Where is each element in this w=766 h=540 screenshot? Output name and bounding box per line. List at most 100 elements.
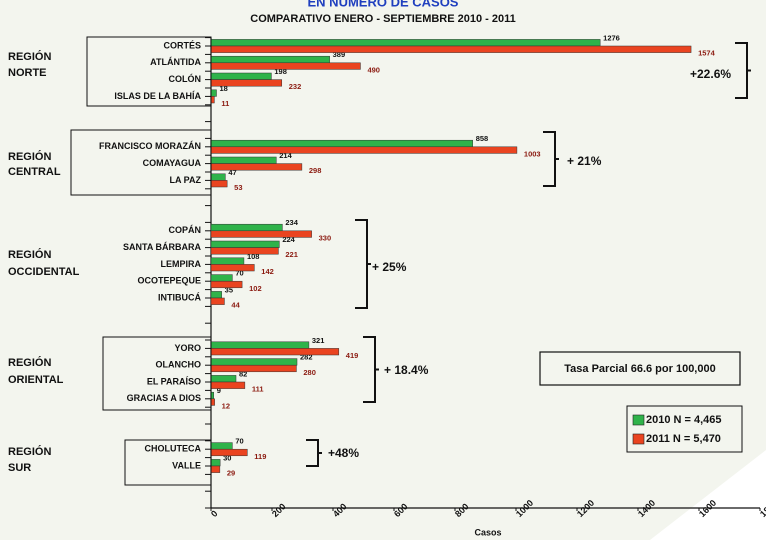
legend-swatch xyxy=(632,433,645,445)
bar xyxy=(210,364,297,373)
bar xyxy=(210,274,233,282)
value-label: 298 xyxy=(309,166,322,175)
value-label: 1574 xyxy=(698,49,716,58)
y-tick-label: ISLAS DE LA BAHÍA xyxy=(114,91,201,101)
change-label: + 18.4% xyxy=(384,363,429,377)
value-label: 53 xyxy=(234,183,242,192)
value-label: 858 xyxy=(476,134,489,143)
bar xyxy=(210,223,283,232)
region-box xyxy=(124,439,212,486)
bar xyxy=(210,375,237,383)
value-label: 82 xyxy=(239,369,247,378)
value-label: 142 xyxy=(261,267,274,276)
bar xyxy=(210,465,221,473)
legend-label: 2010 N = 4,465 xyxy=(646,414,722,426)
value-label: 119 xyxy=(254,452,266,461)
value-label: 47 xyxy=(228,168,236,177)
note: Tasa Parcial 66.6 por 100,000 xyxy=(564,363,715,375)
value-label: 224 xyxy=(282,235,295,244)
bar xyxy=(210,448,248,457)
region-label: REGIÓN xyxy=(8,248,51,261)
value-label: 1003 xyxy=(524,149,541,158)
region-label: REGIÓN xyxy=(8,356,51,369)
value-label: 280 xyxy=(303,368,316,377)
value-label: 35 xyxy=(225,285,233,294)
region-label: REGIÓN xyxy=(8,50,51,63)
value-label: 221 xyxy=(285,250,298,259)
value-label: 419 xyxy=(346,351,359,360)
x-tick-label: 1800 xyxy=(758,498,766,519)
legend-label: 2011 N = 5,470 xyxy=(646,433,721,445)
bar xyxy=(210,348,340,356)
change-label: + 25% xyxy=(372,260,407,274)
y-tick-label: CHOLUTECA xyxy=(145,444,202,454)
bar xyxy=(210,146,518,154)
bracket xyxy=(543,131,559,187)
bar xyxy=(210,163,303,171)
region-label: CENTRAL xyxy=(8,166,61,178)
value-label: 198 xyxy=(274,67,287,76)
value-label: 30 xyxy=(223,453,231,462)
region-box xyxy=(102,336,212,411)
y-tick-label: OCOTEPEQUE xyxy=(137,276,201,286)
value-label: 108 xyxy=(247,252,260,261)
change-label: +22.6% xyxy=(690,67,731,81)
value-label: 214 xyxy=(279,151,292,160)
bar xyxy=(210,39,601,47)
bar xyxy=(210,459,221,467)
region-label: NORTE xyxy=(8,67,47,79)
y-tick-label: ATLÁNTIDA xyxy=(150,57,201,67)
value-label: 29 xyxy=(227,469,235,478)
bar xyxy=(210,247,279,255)
bar xyxy=(210,280,243,289)
bar xyxy=(210,398,215,406)
chart-subtitle: COMPARATIVO ENERO - SEPTIEMBRE 2010 - 20… xyxy=(250,13,516,25)
region-box xyxy=(70,129,212,196)
y-tick-label: OLANCHO xyxy=(156,360,202,370)
value-label: 282 xyxy=(300,353,313,362)
bracket xyxy=(306,439,322,467)
y-tick-label: VALLE xyxy=(172,460,201,470)
region-label: REGIÓN xyxy=(8,150,51,163)
value-label: 232 xyxy=(289,82,302,91)
bar xyxy=(210,257,245,265)
page-fold xyxy=(650,450,766,540)
y-tick-label: LEMPIRA xyxy=(161,259,202,269)
y-tick-label: COMAYAGUA xyxy=(143,158,202,168)
value-label: 70 xyxy=(235,437,243,446)
region-label: REGIÓN xyxy=(8,445,51,458)
y-tick-label: INTIBUCÁ xyxy=(158,292,201,302)
bar xyxy=(210,180,228,188)
change-label: + 21% xyxy=(567,154,602,168)
y-tick-label: SANTA BÁRBARA xyxy=(123,242,201,252)
bracket xyxy=(735,42,751,99)
y-tick-label: COPÁN xyxy=(168,225,201,235)
bar xyxy=(210,297,225,305)
value-label: 102 xyxy=(249,284,262,293)
region-box xyxy=(86,36,212,107)
bar xyxy=(210,381,246,389)
value-label: 11 xyxy=(221,99,229,108)
legend-box xyxy=(626,405,743,453)
bar xyxy=(210,89,217,97)
chart-title: EN NUMERO DE CASOS xyxy=(308,0,459,9)
bar xyxy=(210,358,298,366)
value-label: 234 xyxy=(285,218,298,227)
y-tick-label: CORTÉS xyxy=(163,40,201,50)
bracket xyxy=(363,336,379,403)
bar xyxy=(210,173,226,181)
legend-swatch xyxy=(632,414,645,426)
value-label: 18 xyxy=(219,84,227,93)
value-label: 12 xyxy=(222,401,230,410)
bar xyxy=(210,55,330,64)
x-axis-label: Casos xyxy=(474,527,501,537)
value-label: 44 xyxy=(231,301,240,310)
value-label: 490 xyxy=(367,65,380,74)
bar xyxy=(210,264,255,272)
value-label: 9 xyxy=(217,386,221,395)
value-label: 389 xyxy=(333,50,346,59)
value-label: 1276 xyxy=(603,33,620,42)
bar xyxy=(210,291,222,299)
bar xyxy=(210,45,692,53)
